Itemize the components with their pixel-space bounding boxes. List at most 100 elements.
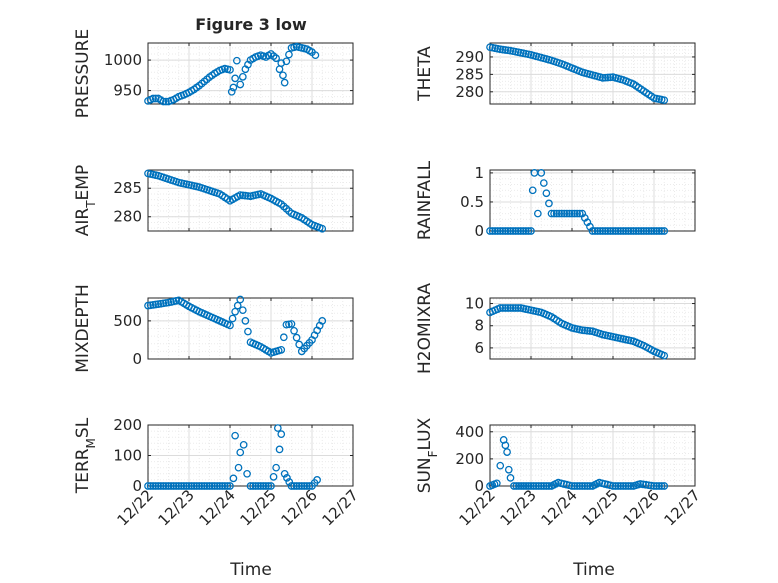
data-point bbox=[519, 482, 528, 490]
data-point bbox=[231, 307, 239, 316]
data-point bbox=[267, 482, 275, 490]
data-point bbox=[509, 304, 517, 312]
data-point bbox=[190, 482, 198, 490]
data-point bbox=[570, 482, 579, 490]
data-point bbox=[300, 482, 309, 490]
y-tick-label: 0 bbox=[474, 477, 484, 495]
axes-frame bbox=[147, 297, 354, 360]
data-point bbox=[596, 227, 605, 235]
subplot-pressure: 950 1000 PRESSURE bbox=[73, 29, 354, 118]
data-point bbox=[655, 482, 663, 490]
data-point bbox=[542, 189, 551, 198]
data-point bbox=[514, 482, 523, 490]
data-point bbox=[236, 191, 245, 199]
data-point bbox=[172, 482, 181, 490]
data-point bbox=[547, 209, 556, 218]
y-tick-label: 8 bbox=[474, 317, 484, 335]
data-point bbox=[598, 74, 607, 82]
data-point bbox=[660, 96, 669, 105]
data-point bbox=[249, 482, 257, 490]
data-point bbox=[560, 209, 569, 218]
data-point bbox=[292, 333, 301, 342]
data-point bbox=[503, 448, 511, 456]
data-point bbox=[575, 209, 584, 218]
data-point bbox=[151, 482, 160, 490]
data-point bbox=[246, 482, 255, 490]
data-point bbox=[501, 304, 510, 312]
data-point bbox=[159, 97, 168, 106]
data-point bbox=[519, 227, 528, 235]
data-point bbox=[244, 327, 252, 336]
data-point bbox=[295, 340, 304, 349]
data-point bbox=[280, 78, 289, 87]
data-point bbox=[627, 482, 635, 490]
data-point bbox=[642, 227, 651, 235]
data-point bbox=[203, 482, 211, 490]
data-point bbox=[187, 482, 196, 490]
data-point bbox=[634, 227, 643, 235]
y-axis-label: H2OMIXRA bbox=[415, 283, 435, 374]
data-point bbox=[229, 474, 238, 483]
data-point bbox=[285, 478, 294, 486]
data-point bbox=[573, 482, 581, 490]
data-point bbox=[537, 482, 546, 490]
data-point bbox=[545, 482, 553, 490]
data-point bbox=[221, 482, 229, 490]
data-point bbox=[588, 227, 597, 235]
data-point bbox=[657, 482, 666, 490]
data-point bbox=[539, 179, 548, 187]
data-point bbox=[272, 463, 280, 472]
data-point bbox=[580, 482, 589, 490]
data-point bbox=[565, 209, 574, 218]
data-point bbox=[169, 482, 178, 490]
y-tick-label: 6 bbox=[474, 339, 484, 357]
data-point bbox=[275, 445, 284, 454]
data-point bbox=[514, 227, 523, 235]
data-point bbox=[573, 209, 581, 218]
data-point bbox=[601, 227, 610, 235]
data-point bbox=[149, 482, 157, 490]
data-point bbox=[555, 209, 564, 218]
data-point bbox=[647, 481, 656, 490]
data-point bbox=[492, 479, 501, 488]
data-point bbox=[208, 482, 216, 490]
data-point bbox=[496, 304, 505, 312]
data-point bbox=[197, 482, 206, 490]
data-point bbox=[498, 227, 507, 235]
data-point bbox=[205, 482, 214, 490]
data-point bbox=[241, 317, 250, 325]
data-point bbox=[195, 482, 204, 490]
data-point bbox=[614, 227, 622, 235]
data-point bbox=[238, 73, 247, 81]
data-point bbox=[528, 186, 537, 195]
data-point bbox=[522, 482, 530, 490]
y-tick-label: 200 bbox=[455, 450, 484, 468]
y-tick-label: 1000 bbox=[104, 51, 142, 69]
data-point bbox=[290, 482, 298, 490]
data-point bbox=[313, 476, 321, 484]
data-point bbox=[563, 209, 571, 218]
data-point bbox=[534, 482, 543, 490]
data-point bbox=[272, 54, 280, 63]
data-point bbox=[177, 482, 186, 490]
data-point bbox=[269, 472, 278, 481]
data-point bbox=[568, 482, 576, 490]
data-point bbox=[606, 73, 615, 82]
data-point bbox=[282, 57, 291, 66]
y-tick-label: 950 bbox=[113, 82, 142, 100]
data-point bbox=[218, 482, 227, 490]
data-point bbox=[146, 482, 155, 490]
subplot-mixdepth: 0 500 MIXDEPTH bbox=[73, 284, 354, 373]
data-point bbox=[279, 333, 288, 342]
data-point bbox=[318, 317, 327, 325]
data-point bbox=[311, 51, 320, 60]
data-point bbox=[660, 482, 669, 490]
data-point bbox=[645, 227, 653, 235]
data-point bbox=[279, 71, 287, 80]
data-point bbox=[290, 326, 298, 335]
data-point bbox=[226, 321, 234, 330]
data-point bbox=[557, 209, 566, 218]
data-point bbox=[593, 227, 602, 235]
data-point bbox=[514, 304, 523, 312]
data-point bbox=[545, 199, 553, 208]
